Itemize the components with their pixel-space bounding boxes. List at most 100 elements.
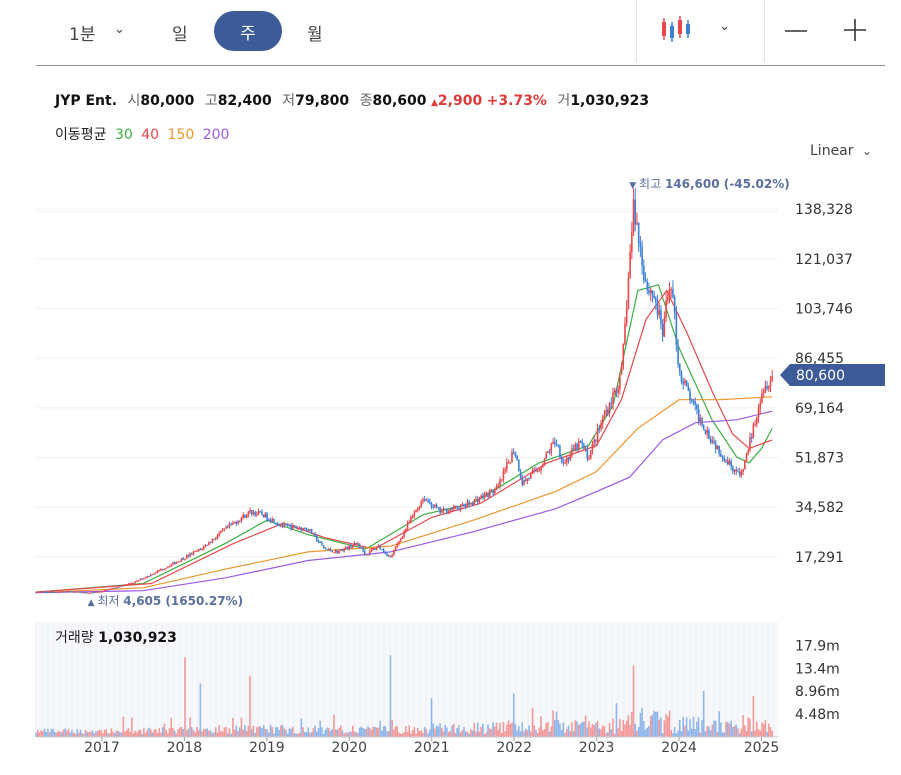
volume-bar <box>684 725 686 737</box>
volume-bar <box>237 730 239 737</box>
grid-lines <box>36 208 778 558</box>
volume-bar <box>708 726 710 737</box>
tab-week[interactable]: 주 <box>214 11 282 51</box>
candle-body <box>478 498 481 503</box>
candle-body <box>122 584 125 587</box>
volume-bar <box>250 728 253 737</box>
volume-bar <box>442 731 445 737</box>
interval-select[interactable]: 1분 <box>69 25 96 45</box>
candle-body <box>324 547 327 550</box>
volume-bar <box>387 731 390 737</box>
candle-body <box>761 392 763 403</box>
volume-tick-label: 13.4m <box>795 662 840 678</box>
volume-bar <box>543 729 546 737</box>
candle-body <box>139 578 142 581</box>
volume-bar <box>105 728 107 737</box>
volume-bar <box>488 728 491 737</box>
candle-body <box>143 577 145 580</box>
candle-body <box>476 498 479 503</box>
volume-bar <box>247 725 250 737</box>
ma-line-200 <box>35 410 773 594</box>
volume-bar <box>91 730 94 737</box>
candlestick-icon[interactable] <box>660 14 692 46</box>
candle-body <box>134 581 137 583</box>
volume-bar <box>256 727 258 737</box>
scale-select[interactable]: Linear ⌄ <box>810 143 872 159</box>
volume-bar <box>524 728 527 737</box>
moving-average-legend[interactable]: 이동평균 30 40 150 200 <box>55 124 229 144</box>
low-value: 79,800 <box>295 93 350 109</box>
volume-bar <box>163 723 166 737</box>
candle-body <box>524 479 527 481</box>
volume-bar <box>401 733 404 737</box>
volume-bar <box>346 733 349 737</box>
volume-bar <box>209 730 212 737</box>
volume-tick-label: 8.96m <box>795 684 840 700</box>
volume-bar <box>379 720 381 737</box>
candle-body <box>541 464 544 468</box>
candle-body <box>281 525 284 527</box>
volume-bar <box>466 731 469 737</box>
volume-bar <box>591 723 594 737</box>
candle-body <box>485 492 488 494</box>
volume-bar <box>463 727 465 737</box>
candle-body <box>387 555 390 557</box>
minus-icon[interactable] <box>784 20 808 44</box>
volume-bar <box>675 733 678 737</box>
plus-icon[interactable] <box>843 18 867 42</box>
candle-body <box>518 459 520 472</box>
candle-body <box>327 548 330 550</box>
volume-bar <box>576 721 578 737</box>
volume-bar <box>519 731 522 737</box>
candle-body <box>723 458 726 461</box>
candle-body <box>411 516 414 518</box>
volume-bar <box>134 730 137 737</box>
candle-body <box>357 543 359 545</box>
volume-bar <box>485 732 488 737</box>
candle-body <box>612 392 614 404</box>
candle-body <box>249 510 251 512</box>
volume-bar <box>596 720 599 737</box>
volume-bar <box>771 730 774 737</box>
chart-type-chevron-icon[interactable]: ⌄ <box>719 19 730 34</box>
volume-bar <box>307 727 310 737</box>
tab-day[interactable]: 일 <box>172 25 188 45</box>
candle-body <box>678 363 681 373</box>
candle-body <box>93 591 96 593</box>
volume-bar <box>661 733 664 737</box>
candle-body <box>396 543 399 547</box>
tab-month[interactable]: 월 <box>307 25 323 45</box>
candle-body <box>661 324 664 337</box>
candle-body <box>589 450 592 459</box>
candle-body <box>466 501 469 507</box>
volume-bar <box>66 730 68 737</box>
candle-body <box>735 469 738 472</box>
volume-bar <box>490 729 493 737</box>
candle-body <box>480 495 482 499</box>
volume-bar <box>192 730 195 737</box>
candle-body <box>315 535 318 541</box>
candle-body <box>666 296 669 301</box>
volume-bar <box>261 728 263 737</box>
candle-body <box>237 521 239 524</box>
candle-body <box>425 500 428 502</box>
candle-body <box>242 514 244 518</box>
volume-bar <box>577 724 580 737</box>
chevron-down-icon[interactable]: ⌄ <box>114 22 125 37</box>
candle-body <box>634 199 637 225</box>
extreme-markers: ▼ 최고 146,600 (-45.02%) ▲ 최저 4,605 (1650.2… <box>88 177 790 608</box>
ma-150: 150 <box>167 127 195 143</box>
candle-body <box>574 444 577 450</box>
volume-bar <box>685 717 688 737</box>
candle-body <box>637 222 640 243</box>
candle-body <box>129 583 131 585</box>
volume-bar <box>50 728 53 737</box>
low-marker-label: 최저 <box>97 594 123 608</box>
volume-bar <box>321 727 323 737</box>
candle-body <box>454 506 457 508</box>
volume-bar <box>196 727 198 737</box>
volume-bar <box>348 731 351 737</box>
candle-body <box>84 592 87 594</box>
candle-body <box>747 449 750 454</box>
